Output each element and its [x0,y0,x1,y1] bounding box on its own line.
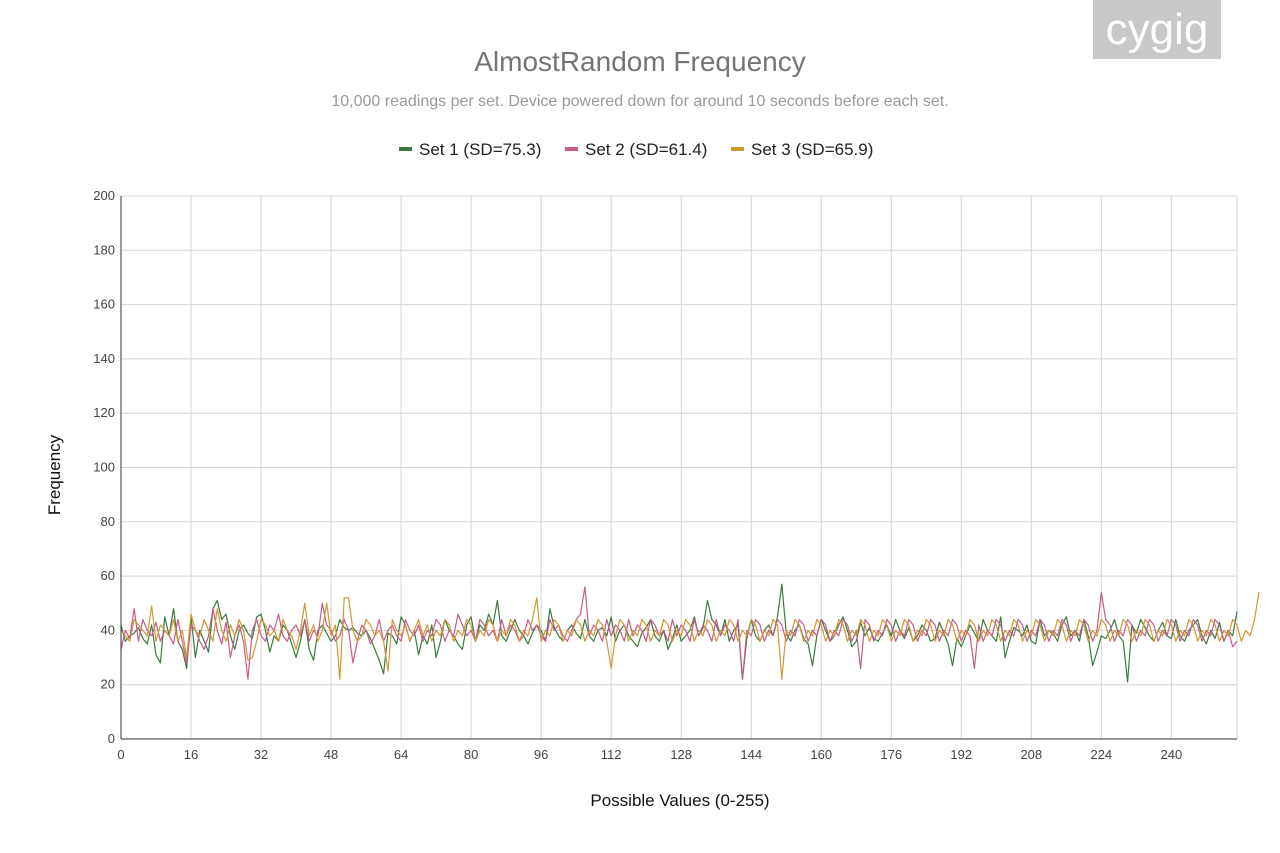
legend-label-set-1: Set 1 (SD=75.3) [419,140,541,159]
y-tick-label-160: 160 [93,297,115,312]
x-tick-label-48: 48 [324,747,338,762]
x-tick-label-64: 64 [394,747,408,762]
x-tick-labels: 0 16 32 48 64 80 96 112 128 144 160 176 192 208 224 240 [117,747,1182,762]
watermark-background [1093,0,1221,59]
watermark: cygig [1093,0,1221,59]
x-axis-title: Possible Values (0-255) [590,791,769,810]
y-axis-title: Frequency [45,434,64,515]
x-tick-label-160: 160 [810,747,832,762]
x-tick-label-112: 112 [601,747,622,762]
grid-lines [121,195,1238,739]
series-line-set-2 [120,586,1238,680]
y-tick-label-180: 180 [93,242,115,257]
watermark-text: cygig [1106,5,1209,54]
x-tick-label-224: 224 [1090,747,1112,762]
x-tick-label-96: 96 [534,747,548,762]
y-tick-label-0: 0 [108,731,115,746]
chart-title: AlmostRandom Frequency [474,46,805,77]
y-tick-label-60: 60 [101,568,115,583]
y-tick-label-200: 200 [93,188,115,203]
x-tick-label-0: 0 [117,747,124,762]
x-tick-label-80: 80 [464,747,478,762]
y-tick-labels: 0 20 40 60 80 100 120 140 160 180 200 [93,188,115,746]
axes [120,196,1237,740]
x-tick-label-208: 208 [1020,747,1042,762]
series-line-set-3 [120,592,1260,680]
x-tick-label-32: 32 [254,747,268,762]
y-tick-label-20: 20 [101,677,115,692]
x-tick-label-144: 144 [740,747,762,762]
x-tick-label-176: 176 [880,747,902,762]
y-tick-label-40: 40 [101,622,115,637]
x-tick-label-240: 240 [1161,747,1183,762]
y-tick-label-140: 140 [93,351,115,366]
series-lines [120,583,1260,683]
legend: Set 1 (SD=75.3) Set 2 (SD=61.4) Set 3 (S… [399,140,873,159]
legend-swatch-set-3 [731,147,744,151]
chart-subtitle: 10,000 readings per set. Device powered … [331,93,948,110]
legend-swatch-set-2 [565,147,578,151]
legend-label-set-3: Set 3 (SD=65.9) [751,140,873,159]
x-tick-label-128: 128 [670,747,692,762]
legend-label-set-2: Set 2 (SD=61.4) [585,140,707,159]
y-tick-label-80: 80 [101,514,115,529]
x-tick-label-192: 192 [950,747,972,762]
y-tick-label-120: 120 [93,405,115,420]
x-tick-label-16: 16 [184,747,198,762]
y-tick-label-100: 100 [93,460,115,475]
legend-swatch-set-1 [399,147,412,151]
